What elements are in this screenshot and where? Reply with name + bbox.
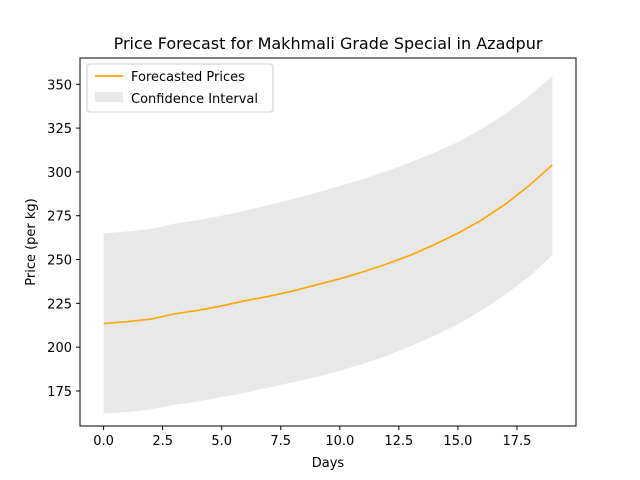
y-tick-label: 325 — [47, 122, 72, 137]
y-tick-label: 300 — [47, 166, 72, 181]
confidence-band — [103, 75, 553, 414]
y-tick-label: 275 — [47, 210, 72, 225]
x-tick-label: 10.0 — [325, 434, 354, 449]
forecast-line — [103, 164, 553, 325]
x-axis-label: Days — [312, 456, 345, 471]
legend: Forecasted Prices Confidence Interval — [86, 63, 274, 113]
legend-label-confidence: Confidence Interval — [131, 92, 258, 107]
legend-band-swatch — [95, 92, 123, 102]
y-tick-label: 350 — [47, 78, 72, 93]
legend-box — [86, 63, 274, 113]
y-tick-label: 200 — [47, 341, 72, 356]
x-tick-label: 7.5 — [270, 434, 291, 449]
y-tick-label: 250 — [47, 254, 72, 269]
chart-title: Price Forecast for Makhmali Grade Specia… — [114, 34, 543, 53]
x-tick-label: 17.5 — [502, 434, 531, 449]
x-tick-label: 12.5 — [384, 434, 413, 449]
plot-frame — [79, 57, 577, 427]
x-axis: 0.0 2.5 5.0 7.5 10.0 12.5 15.0 17.5 — [93, 426, 531, 449]
y-tick-label: 175 — [47, 385, 72, 400]
x-tick-label: 5.0 — [211, 434, 232, 449]
y-tick-label: 225 — [47, 297, 72, 312]
x-tick-label: 2.5 — [152, 434, 173, 449]
x-tick-label: 15.0 — [443, 434, 472, 449]
y-axis-label: Price (per kg) — [24, 198, 39, 286]
plot-area — [79, 57, 577, 427]
legend-label-forecast: Forecasted Prices — [131, 70, 245, 85]
x-tick-label: 0.0 — [93, 434, 114, 449]
y-axis: 175 200 225 250 275 300 325 350 — [47, 78, 80, 400]
